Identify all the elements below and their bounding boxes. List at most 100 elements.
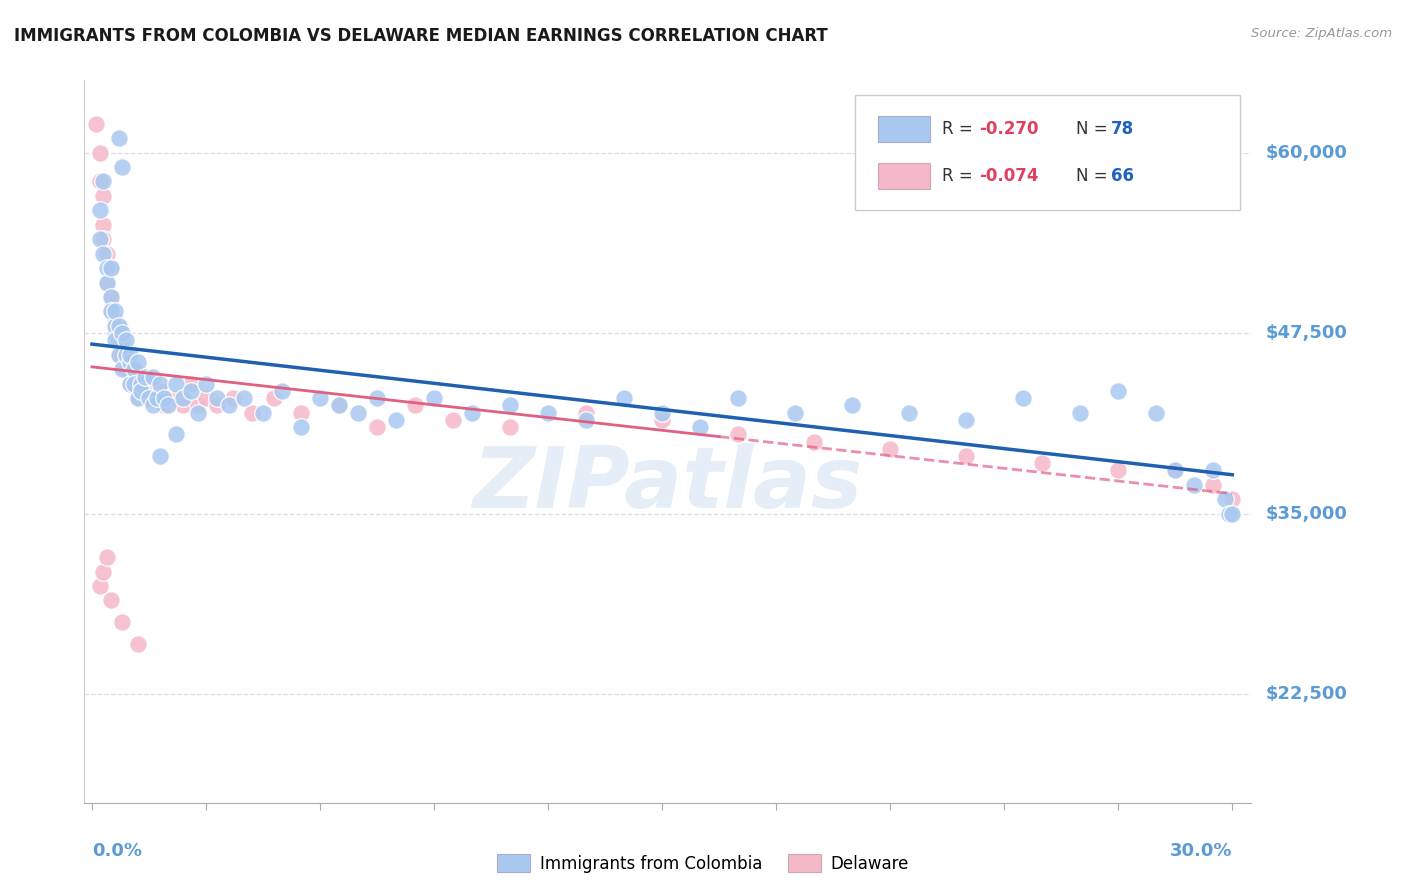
Point [96, 261, 118, 276]
Point [138, 391, 160, 405]
Point [111, 615, 134, 630]
Point [111, 160, 134, 174]
Point [93, 246, 115, 260]
Text: 66: 66 [1111, 168, 1135, 186]
Point [165, 391, 187, 405]
Text: N =: N = [1077, 120, 1114, 138]
Point [100, 304, 122, 318]
Point [107, 348, 129, 362]
Point [100, 290, 122, 304]
Point [100, 290, 122, 304]
Point [651, 413, 673, 427]
Y-axis label: Median Earnings: Median Earnings [0, 378, 7, 505]
Point [93, 232, 115, 246]
Point [127, 369, 149, 384]
Point [149, 376, 172, 391]
Point [156, 391, 179, 405]
Point [879, 442, 901, 456]
Point [118, 376, 141, 391]
Point [149, 384, 172, 398]
Point [172, 398, 194, 412]
Text: N =: N = [1077, 168, 1114, 186]
Point [180, 384, 202, 398]
Point [499, 398, 522, 412]
Point [651, 406, 673, 420]
Point [575, 406, 598, 420]
Text: -0.074: -0.074 [980, 168, 1039, 186]
Point [328, 398, 350, 412]
Point [93, 189, 115, 203]
Point [122, 362, 145, 376]
Point [221, 391, 243, 405]
Point [366, 391, 388, 405]
Point [366, 420, 388, 434]
Point [107, 334, 129, 348]
Point [328, 398, 350, 412]
Point [1031, 456, 1053, 470]
Point [165, 376, 187, 391]
Point [1107, 384, 1129, 398]
Point [613, 391, 636, 405]
Point [1218, 507, 1240, 521]
Point [172, 391, 194, 405]
Point [240, 406, 263, 420]
Point [898, 406, 921, 420]
Point [955, 413, 977, 427]
Point [107, 348, 129, 362]
Point [785, 406, 807, 420]
Point [100, 304, 122, 318]
Point [195, 376, 218, 391]
Text: $22,500: $22,500 [1265, 685, 1347, 704]
Point [111, 348, 134, 362]
Point [233, 391, 256, 405]
Point [111, 334, 134, 348]
Point [1202, 463, 1225, 477]
Point [271, 384, 294, 398]
Point [153, 398, 176, 412]
Point [347, 406, 370, 420]
Point [115, 334, 138, 348]
Point [537, 406, 560, 420]
Point [111, 362, 134, 376]
Point [107, 131, 129, 145]
Point [115, 362, 138, 376]
Point [115, 348, 138, 362]
Point [218, 398, 240, 412]
Point [127, 391, 149, 405]
Point [1164, 463, 1187, 477]
Point [93, 565, 115, 579]
Point [107, 318, 129, 333]
Point [149, 449, 172, 463]
Point [1069, 406, 1091, 420]
Point [142, 369, 165, 384]
Point [131, 384, 153, 398]
Bar [877, 163, 931, 189]
Text: IMMIGRANTS FROM COLOMBIA VS DELAWARE MEDIAN EARNINGS CORRELATION CHART: IMMIGRANTS FROM COLOMBIA VS DELAWARE MED… [14, 27, 828, 45]
Text: $35,000: $35,000 [1265, 505, 1347, 523]
Point [104, 318, 127, 333]
Point [96, 276, 118, 290]
Point [1107, 463, 1129, 477]
Point [145, 391, 167, 405]
Point [461, 406, 484, 420]
Text: R =: R = [942, 120, 979, 138]
Point [187, 406, 209, 420]
Point [841, 398, 863, 412]
Point [207, 391, 229, 405]
Point [404, 398, 426, 412]
Point [89, 145, 111, 160]
Point [263, 391, 285, 405]
Point [165, 427, 187, 442]
Point [89, 579, 111, 593]
Text: $47,500: $47,500 [1265, 324, 1347, 343]
Point [499, 420, 522, 434]
Point [1202, 478, 1225, 492]
Point [115, 348, 138, 362]
Point [89, 232, 111, 246]
Point [290, 406, 312, 420]
Point [104, 326, 127, 340]
Point [153, 391, 176, 405]
Point [127, 391, 149, 405]
Point [575, 413, 598, 427]
Bar [877, 116, 931, 142]
